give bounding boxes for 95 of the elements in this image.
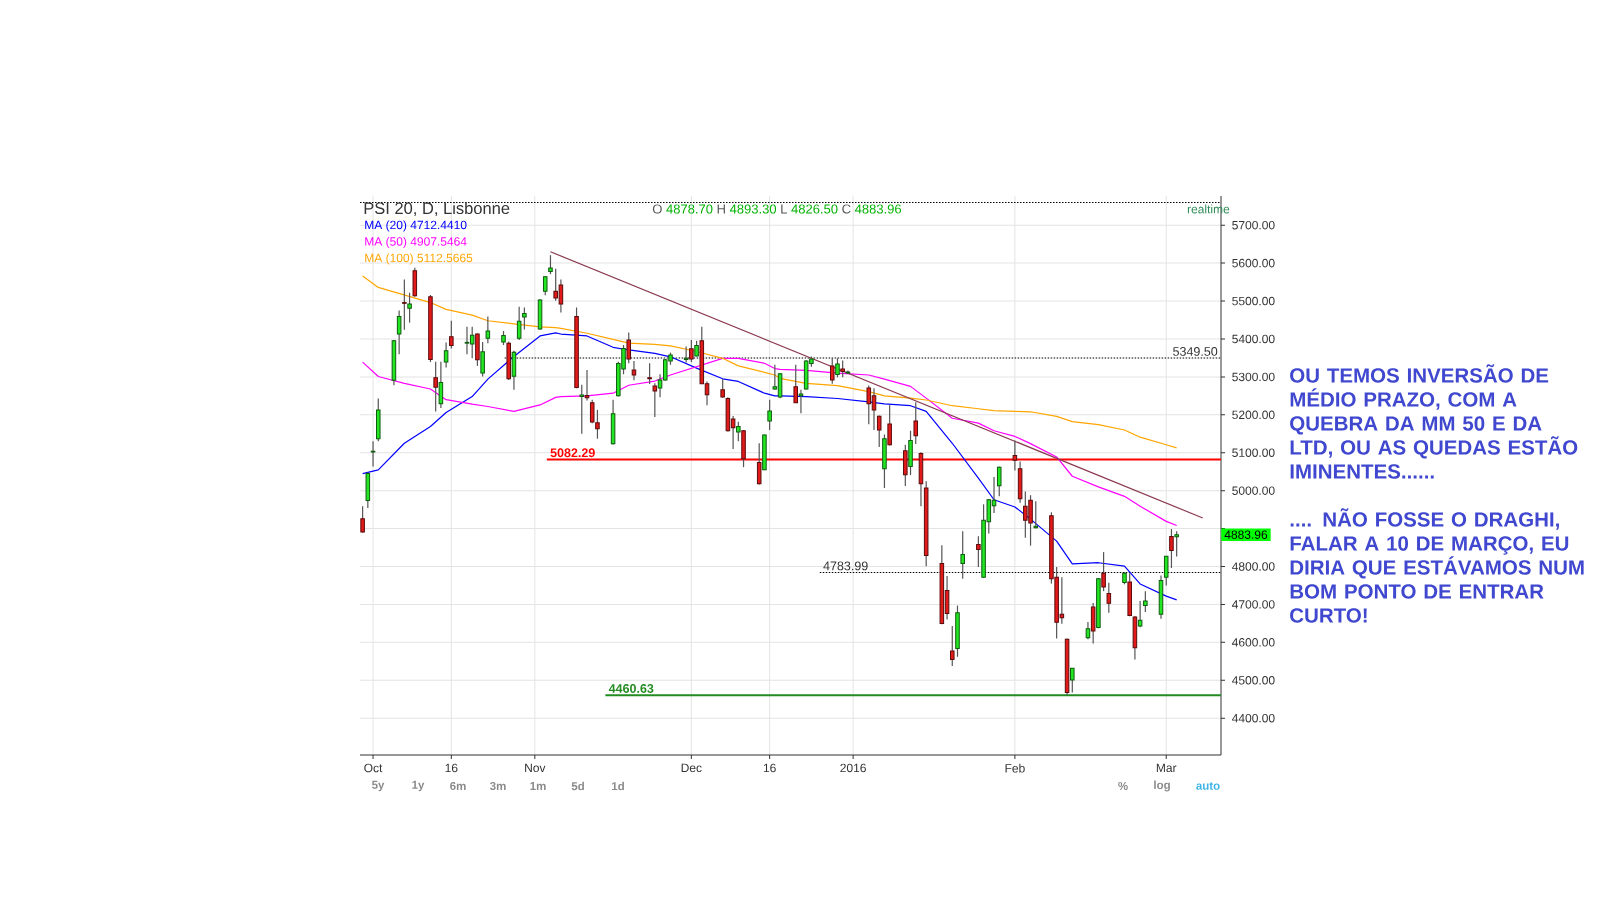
y-tick-label: 4400.00 <box>1231 713 1275 723</box>
ref-line-label: 4783.99 <box>823 561 868 571</box>
candlestick <box>1143 590 1148 613</box>
annotation: realtime <box>1187 204 1230 214</box>
candlestick <box>647 362 652 385</box>
x-tick-label: Dec <box>681 763 702 773</box>
candlestick <box>360 505 365 534</box>
text: 3m <box>489 781 506 791</box>
y-tick-label: 5000.00 <box>1232 486 1275 495</box>
candlestick <box>579 384 585 435</box>
candlestick <box>1012 440 1018 472</box>
candlestick <box>866 385 872 425</box>
candlestick <box>370 440 376 467</box>
candlestick <box>469 326 475 359</box>
text: 5d <box>571 781 584 791</box>
text: log <box>1154 780 1170 792</box>
y-tick-label: 4800.00 <box>1231 562 1275 571</box>
candlestick <box>449 320 454 350</box>
chart-subtitle: O 4878.70 H 4893.30 L 4826.50 C 4883.96 <box>652 204 902 214</box>
candlestick <box>835 357 840 378</box>
text: 1m <box>530 782 546 790</box>
x-tick-label: Oct <box>364 763 383 773</box>
candlestick <box>996 465 1002 497</box>
candlestick <box>433 361 438 413</box>
candlestick <box>1169 528 1174 569</box>
candlestick <box>1106 582 1112 614</box>
candlestick <box>652 382 658 418</box>
y-tick-label: 5700.00 <box>1232 220 1275 230</box>
candlestick <box>903 444 908 487</box>
x-tick-label: Nov <box>525 763 546 773</box>
candlestick <box>516 306 522 341</box>
y-tick-label: 5500.00 <box>1232 296 1275 306</box>
candlestick <box>913 401 919 445</box>
candlestick <box>548 254 553 275</box>
text: 1y <box>412 780 425 792</box>
candlestick <box>798 389 804 414</box>
text: MA (50) 4907.5464 <box>365 236 467 249</box>
ref-line-label: 5349.50 <box>1173 346 1218 356</box>
candlestick <box>720 378 725 399</box>
candlestick <box>480 341 485 378</box>
candlestick <box>396 309 402 355</box>
y-tick-label: 4500.00 <box>1231 676 1275 685</box>
y-tick-label: 5400.00 <box>1232 334 1275 344</box>
candlestick <box>736 421 741 442</box>
ref-line-label: 4460.63 <box>608 684 654 693</box>
candlestick <box>1101 551 1106 592</box>
text: auto <box>1196 782 1220 790</box>
text: % <box>1118 781 1128 791</box>
x-tick-label: Mar <box>1156 763 1177 773</box>
text: 1d <box>612 781 624 791</box>
candlestick <box>793 364 798 404</box>
candlestick <box>402 278 407 331</box>
y-tick-label: 5200.00 <box>1232 410 1275 420</box>
text: 6m <box>450 781 466 791</box>
candlestick <box>407 292 412 324</box>
candlestick <box>756 442 762 486</box>
text: OU TEMOS INVERSÃO DE MÉDIO PRAZO, COM A QUEBRA DA MM 50 E DA LTD, OU AS QUEDAS ESTÃO IMINENTES...... <box>1290 364 1578 479</box>
candlestick <box>443 341 449 369</box>
series-label: MA (100) 5112.5665 <box>365 253 473 265</box>
candlestick <box>876 414 882 448</box>
candlestick <box>1090 602 1096 645</box>
candlestick <box>976 535 981 568</box>
text: 5y <box>371 780 385 792</box>
y-tick-label: 5100.00 <box>1232 448 1275 457</box>
text: .... NÃO FOSSE O DRAGHI, FALAR A 10 DE MARÇO, EU DIRIA QUE ESTÁVAMOS NUM BOM PONTO DE ENTRAR CURTO! <box>1290 508 1584 623</box>
candlestick <box>631 360 637 381</box>
candlestick <box>1137 600 1143 628</box>
y-tick-label: 4600.00 <box>1231 638 1275 647</box>
text: MA (20) 4712.4410 <box>365 220 467 232</box>
candlestick <box>485 315 491 344</box>
text: 4883.96 <box>1224 530 1268 539</box>
candlestick <box>438 361 444 409</box>
candlestick <box>950 625 955 667</box>
y-tick-label: 4700.00 <box>1231 600 1275 609</box>
candlestick <box>829 357 835 385</box>
x-tick-label: Feb <box>1005 763 1025 773</box>
candlestick <box>689 339 694 363</box>
candlestick <box>767 399 772 431</box>
candlestick <box>522 306 527 331</box>
candlestick <box>542 275 548 296</box>
x-tick-label: 16 <box>445 763 458 773</box>
x-tick-label: 16 <box>763 763 776 773</box>
candlestick <box>1174 530 1179 558</box>
candlestick <box>960 530 965 580</box>
y-tick-label: 5600.00 <box>1232 258 1275 268</box>
candlestick <box>1070 667 1075 694</box>
candlestick <box>887 404 892 447</box>
candlestick <box>683 345 689 364</box>
candlestick <box>626 331 632 364</box>
y-tick-label: 5300.00 <box>1232 372 1275 382</box>
candlestick <box>1163 555 1169 587</box>
ref-line-label: 5082.29 <box>550 448 595 458</box>
candlestick <box>1033 500 1039 530</box>
chart-title: PSI 20, D, Lisbonne <box>364 201 510 217</box>
x-tick-label: 2016 <box>840 763 866 773</box>
